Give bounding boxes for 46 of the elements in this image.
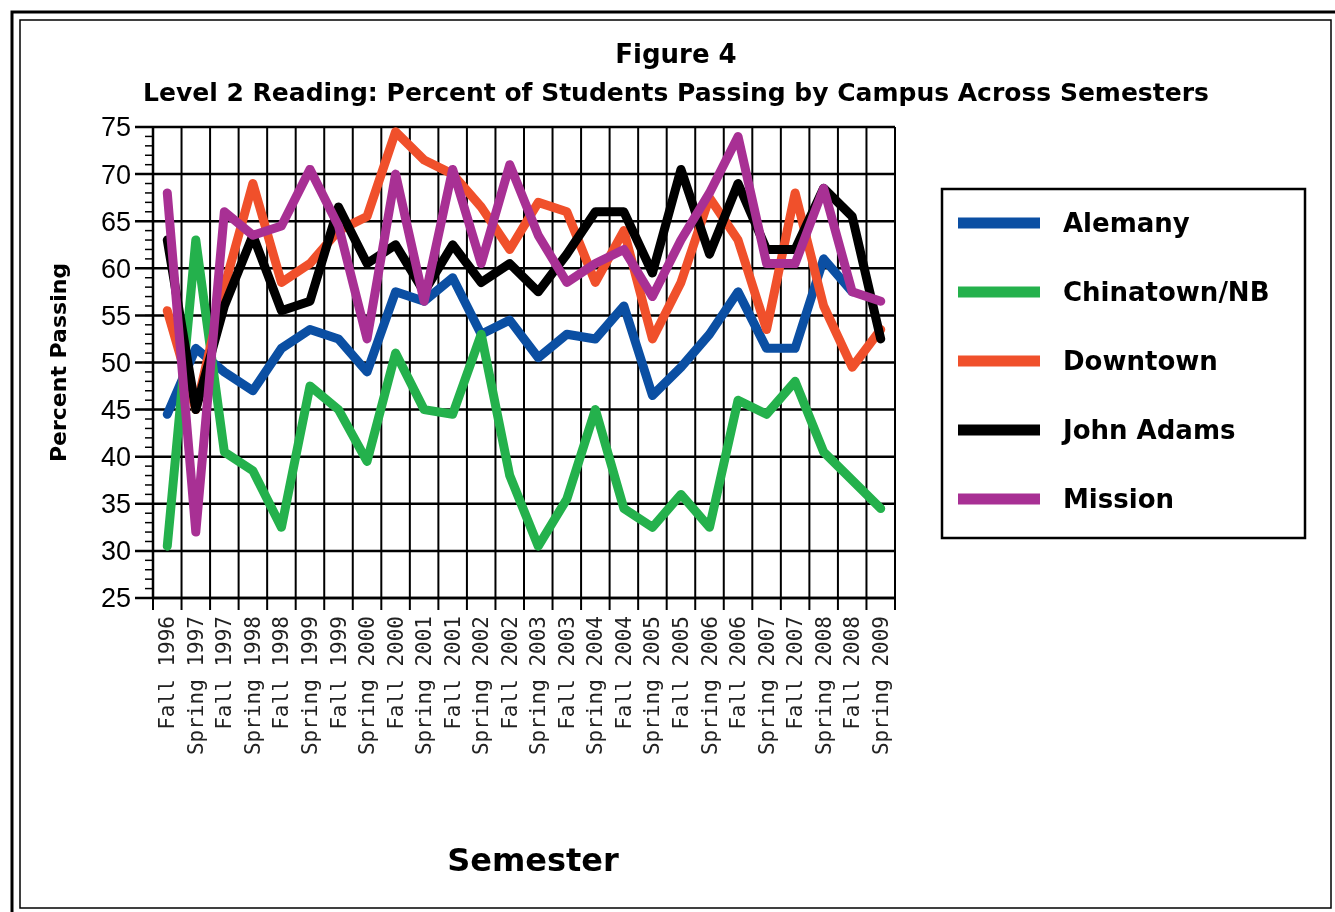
x-tick-label: Spring 2002 xyxy=(469,616,494,756)
x-tick-label: Fall 2002 xyxy=(497,616,522,730)
x-tick-label: Fall 2006 xyxy=(726,616,751,730)
x-tick-label: Spring 2000 xyxy=(355,616,380,756)
x-tick-label: Fall 2008 xyxy=(840,616,865,730)
x-tick-label: Fall 2001 xyxy=(440,616,465,730)
x-tick-label: Spring 2009 xyxy=(868,616,893,756)
x-tick-label: Spring 2003 xyxy=(526,616,551,756)
legend-label: John Adams xyxy=(1061,415,1236,446)
x-tick-label: Fall 2007 xyxy=(783,616,808,730)
y-tick-label: 25 xyxy=(100,583,131,614)
y-tick-label: 65 xyxy=(100,206,131,237)
x-tick-label: Fall 2004 xyxy=(611,616,636,730)
legend-label: Downtown xyxy=(1063,346,1218,377)
y-tick-label: 35 xyxy=(100,489,131,520)
x-axis-title: Semester xyxy=(447,841,620,879)
x-tick-label: Spring 2006 xyxy=(697,616,722,756)
y-tick-label: 55 xyxy=(100,300,131,331)
chart-title: Figure 4 xyxy=(615,39,737,69)
y-axis-title: Percent Passing xyxy=(46,262,71,463)
legend-label: Mission xyxy=(1063,484,1175,515)
x-tick-label: Spring 2005 xyxy=(640,616,665,756)
x-tick-label: Fall 1998 xyxy=(269,616,294,730)
legend-label: Chinatown/NB xyxy=(1063,277,1270,308)
y-tick-label: 50 xyxy=(100,347,131,378)
y-tick-label: 45 xyxy=(100,395,131,426)
y-tick-label: 75 xyxy=(100,112,131,143)
y-tick-label: 30 xyxy=(100,536,131,567)
y-tick-label: 70 xyxy=(100,159,131,190)
x-tick-label: Fall 1999 xyxy=(326,616,351,730)
x-tick-label: Fall 2000 xyxy=(383,616,408,730)
x-tick-label: Spring 1997 xyxy=(183,616,208,756)
x-tick-label: Spring 2008 xyxy=(811,616,836,756)
chart-subtitle: Level 2 Reading: Percent of Students Passing by Campus Across Semesters xyxy=(143,78,1209,107)
x-tick-label: Spring 1998 xyxy=(240,616,265,756)
y-tick-label: 60 xyxy=(100,253,131,284)
x-tick-label: Fall 1996 xyxy=(155,616,180,730)
x-tick-label: Spring 2007 xyxy=(754,616,779,756)
x-tick-label: Fall 2005 xyxy=(668,616,693,730)
x-tick-label: Fall 2003 xyxy=(554,616,579,730)
x-tick-label: Spring 1999 xyxy=(297,616,322,756)
x-tick-label: Fall 1997 xyxy=(212,616,237,730)
x-tick-label: Spring 2001 xyxy=(412,616,437,756)
legend-label: Alemany xyxy=(1063,208,1190,239)
x-tick-label: Spring 2004 xyxy=(583,616,608,756)
y-tick-label: 40 xyxy=(100,442,131,473)
